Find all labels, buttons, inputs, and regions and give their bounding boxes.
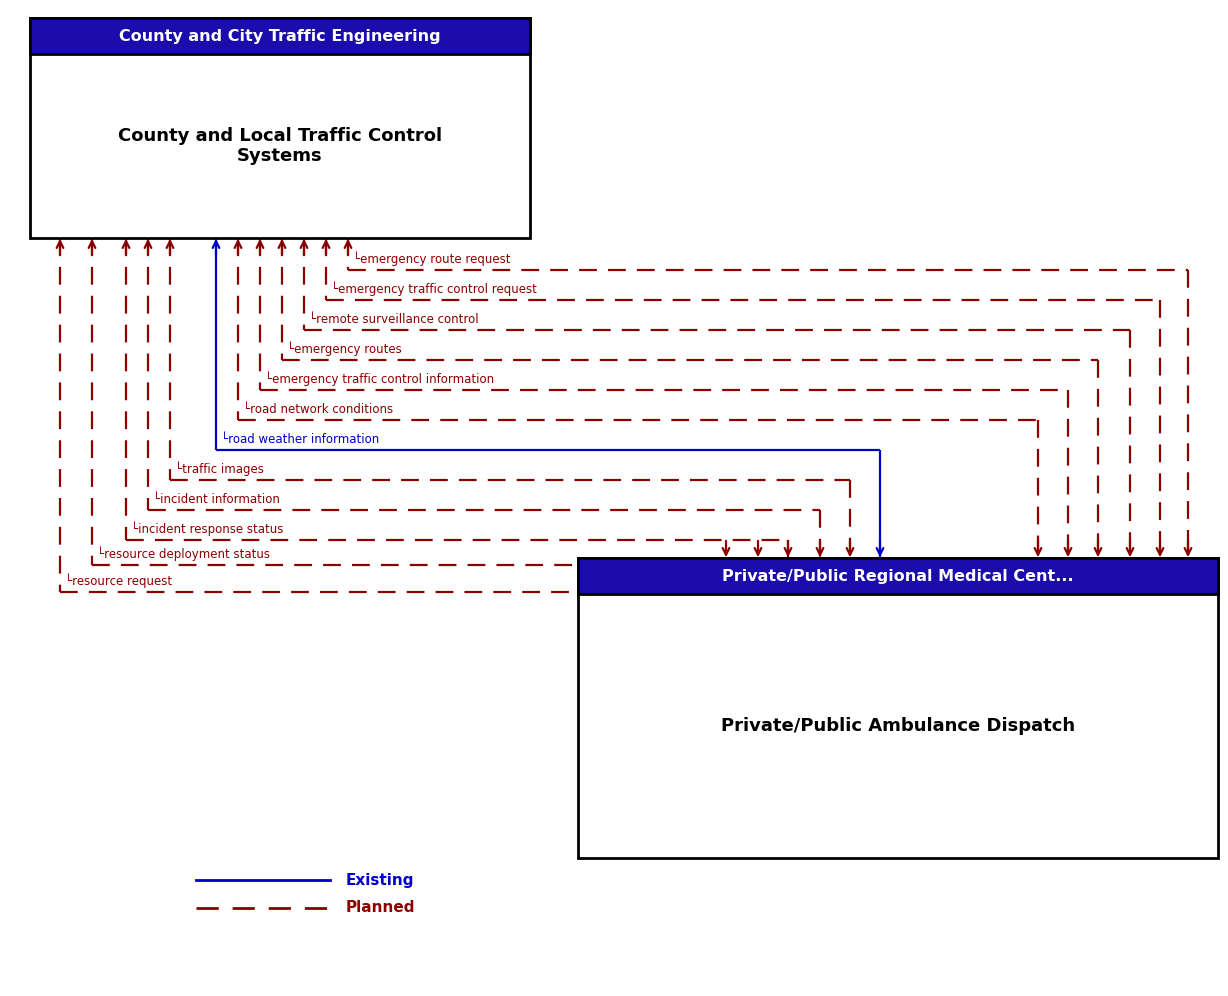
Text: └road weather information: └road weather information — [221, 433, 379, 446]
Text: Planned: Planned — [346, 900, 415, 915]
Text: Private/Public Ambulance Dispatch: Private/Public Ambulance Dispatch — [721, 717, 1074, 735]
Text: └remote surveillance control: └remote surveillance control — [309, 313, 479, 326]
Text: County and Local Traffic Control
Systems: County and Local Traffic Control Systems — [118, 126, 442, 165]
Text: └traffic images: └traffic images — [176, 461, 264, 476]
Text: └emergency routes: └emergency routes — [287, 342, 402, 356]
Text: Existing: Existing — [346, 872, 415, 887]
Bar — [578, 558, 1218, 594]
Text: └emergency traffic control request: └emergency traffic control request — [332, 282, 537, 296]
Text: └emergency route request: └emergency route request — [352, 251, 511, 266]
Text: └emergency traffic control information: └emergency traffic control information — [265, 372, 494, 386]
Text: └resource deployment status: └resource deployment status — [97, 547, 270, 561]
Bar — [29, 18, 530, 238]
Bar — [578, 558, 1218, 858]
Text: └incident response status: └incident response status — [131, 521, 284, 536]
Text: County and City Traffic Engineering: County and City Traffic Engineering — [119, 29, 441, 44]
Text: Private/Public Regional Medical Cent...: Private/Public Regional Medical Cent... — [722, 569, 1073, 584]
Text: └road network conditions: └road network conditions — [243, 403, 393, 416]
Text: └resource request: └resource request — [65, 574, 172, 588]
Bar — [578, 558, 1218, 594]
Bar — [29, 18, 530, 54]
Text: └incident information: └incident information — [154, 493, 280, 506]
Bar — [29, 18, 530, 54]
